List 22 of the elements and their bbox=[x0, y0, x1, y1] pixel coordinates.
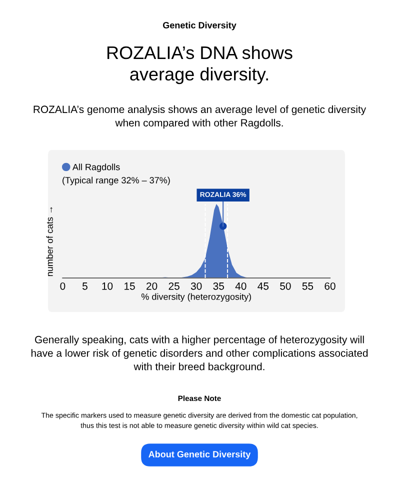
chart-subtitle: ROZALIA’s genome analysis shows an average level of genetic diversity when compared with other Ragdolls. bbox=[34, 105, 366, 129]
x-tick-label: 15 bbox=[124, 282, 135, 290]
x-tick-label: 60 bbox=[324, 282, 336, 290]
x-tick-label: 30 bbox=[190, 282, 202, 290]
text: Genetic Diversity bbox=[162, 22, 236, 30]
chart-title: ROZALIA’s DNA shows average diversity. bbox=[107, 46, 292, 84]
x-tick-label: 40 bbox=[235, 282, 246, 290]
x-tick-label: 35 bbox=[213, 282, 224, 290]
x-tick-label: 45 bbox=[258, 282, 269, 290]
x-tick-label: 0 bbox=[60, 282, 66, 290]
x-tick-label: 20 bbox=[146, 282, 158, 290]
x-tick-label: 50 bbox=[280, 282, 291, 290]
text: (Typical range 32% – 37%) bbox=[62, 176, 170, 186]
x-tick-label: 25 bbox=[168, 282, 180, 290]
text: Generally speaking, cats with a higher percentage of heterozygosity will have a lower risk of genetic disorders and other complications associated with their breed background. bbox=[31, 336, 368, 372]
legend-label: All Ragdolls bbox=[72, 164, 120, 172]
x-tick-label: 5 bbox=[82, 282, 88, 290]
y-axis-title: number of cats → bbox=[46, 207, 53, 276]
x-tick-label: 10 bbox=[102, 282, 113, 290]
x-axis-title: % diversity (heterozygosity) bbox=[141, 293, 251, 302]
x-tick-label: 55 bbox=[302, 282, 314, 290]
text: About Genetic Diversity bbox=[148, 450, 251, 460]
